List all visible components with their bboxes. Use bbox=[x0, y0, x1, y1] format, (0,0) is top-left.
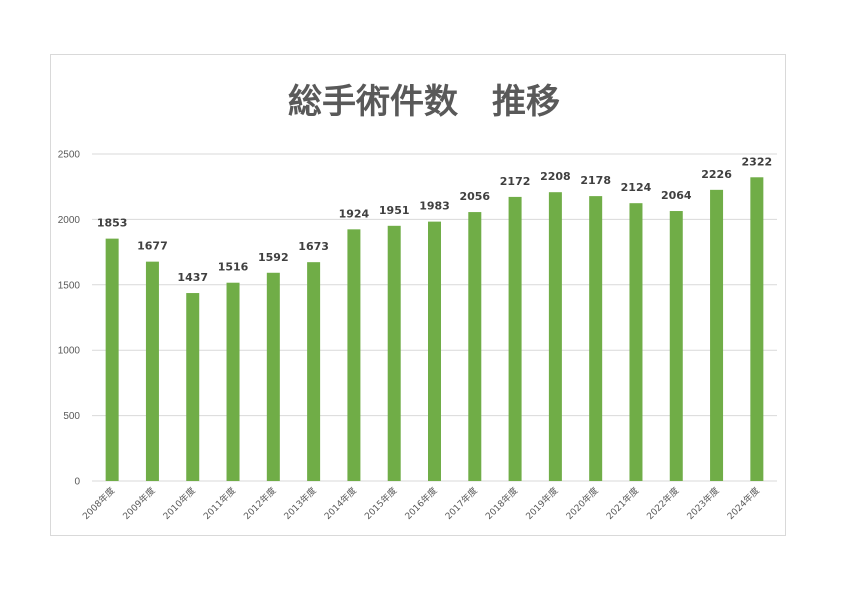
data-label: 1516 bbox=[218, 261, 249, 274]
bar bbox=[548, 192, 562, 481]
x-tick-label: 2009年度 bbox=[120, 485, 157, 522]
data-label: 2056 bbox=[459, 190, 490, 203]
bar bbox=[428, 221, 441, 481]
x-tick-label: 2014年度 bbox=[322, 485, 359, 522]
data-label: 2064 bbox=[661, 189, 692, 202]
y-tick-label: 0 bbox=[74, 477, 80, 488]
x-tick-label: 2022年度 bbox=[644, 485, 681, 522]
data-label: 1924 bbox=[339, 207, 370, 220]
bar bbox=[750, 177, 764, 481]
data-label: 2208 bbox=[540, 170, 571, 183]
data-label: 1437 bbox=[177, 271, 208, 284]
x-tick-label: 2011年度 bbox=[201, 485, 238, 522]
bars bbox=[105, 177, 764, 482]
bar bbox=[226, 282, 240, 481]
x-tick-label: 2017年度 bbox=[443, 485, 480, 522]
y-tick-label: 500 bbox=[63, 411, 80, 422]
x-tick-label: 2010年度 bbox=[160, 485, 197, 522]
x-tick-label: 2023年度 bbox=[684, 485, 721, 522]
data-label: 2226 bbox=[701, 168, 732, 181]
x-tick-label: 2008年度 bbox=[80, 485, 117, 522]
data-label: 1677 bbox=[137, 240, 168, 253]
y-tick-label: 1000 bbox=[58, 346, 81, 357]
data-label: 2172 bbox=[500, 175, 531, 188]
bar bbox=[387, 225, 401, 481]
x-tick-label: 2016年度 bbox=[402, 485, 439, 522]
bar bbox=[145, 261, 159, 481]
bar bbox=[589, 196, 603, 481]
x-tick-label: 2018年度 bbox=[483, 485, 520, 522]
bar bbox=[307, 262, 321, 481]
x-tick-label: 2019年度 bbox=[523, 485, 560, 522]
bar bbox=[508, 196, 522, 481]
x-tick-label: 2013年度 bbox=[281, 485, 318, 522]
data-label: 2322 bbox=[742, 155, 773, 168]
x-tick-label: 2024年度 bbox=[725, 485, 762, 522]
x-tick-label: 2020年度 bbox=[563, 485, 600, 522]
bar bbox=[186, 293, 200, 481]
data-label: 1673 bbox=[298, 240, 329, 253]
bar bbox=[266, 272, 280, 481]
x-tick-label: 2012年度 bbox=[241, 485, 278, 522]
bar bbox=[710, 189, 724, 481]
x-axis-labels: 2008年度 2009年度 2010年度 2011年度 2012年度 2013年度 2014… bbox=[80, 485, 762, 522]
bar bbox=[629, 203, 643, 482]
data-label: 1592 bbox=[258, 251, 289, 264]
x-tick-label: 2021年度 bbox=[604, 485, 641, 522]
y-axis-ticks: 0 500 1000 1500 2000 2500 bbox=[58, 150, 81, 488]
data-labels: 1853 1677 1437 1516 1592 1673 1924 1951 1983 2056… bbox=[97, 155, 772, 284]
y-tick-label: 2000 bbox=[58, 215, 81, 226]
chart-title: 総手術件数 推移 bbox=[288, 82, 560, 122]
x-tick-label: 2015年度 bbox=[362, 485, 399, 522]
bar bbox=[669, 211, 683, 481]
data-label: 2178 bbox=[580, 174, 611, 187]
bar bbox=[347, 229, 361, 481]
data-label: 1983 bbox=[419, 200, 450, 213]
bar bbox=[105, 238, 119, 481]
data-label: 1951 bbox=[379, 204, 410, 217]
y-tick-label: 2500 bbox=[58, 150, 81, 161]
bar bbox=[468, 212, 482, 481]
chart-frame bbox=[50, 54, 786, 536]
data-label: 1853 bbox=[97, 217, 128, 230]
y-tick-label: 1500 bbox=[58, 280, 81, 291]
data-label: 2124 bbox=[621, 181, 652, 194]
